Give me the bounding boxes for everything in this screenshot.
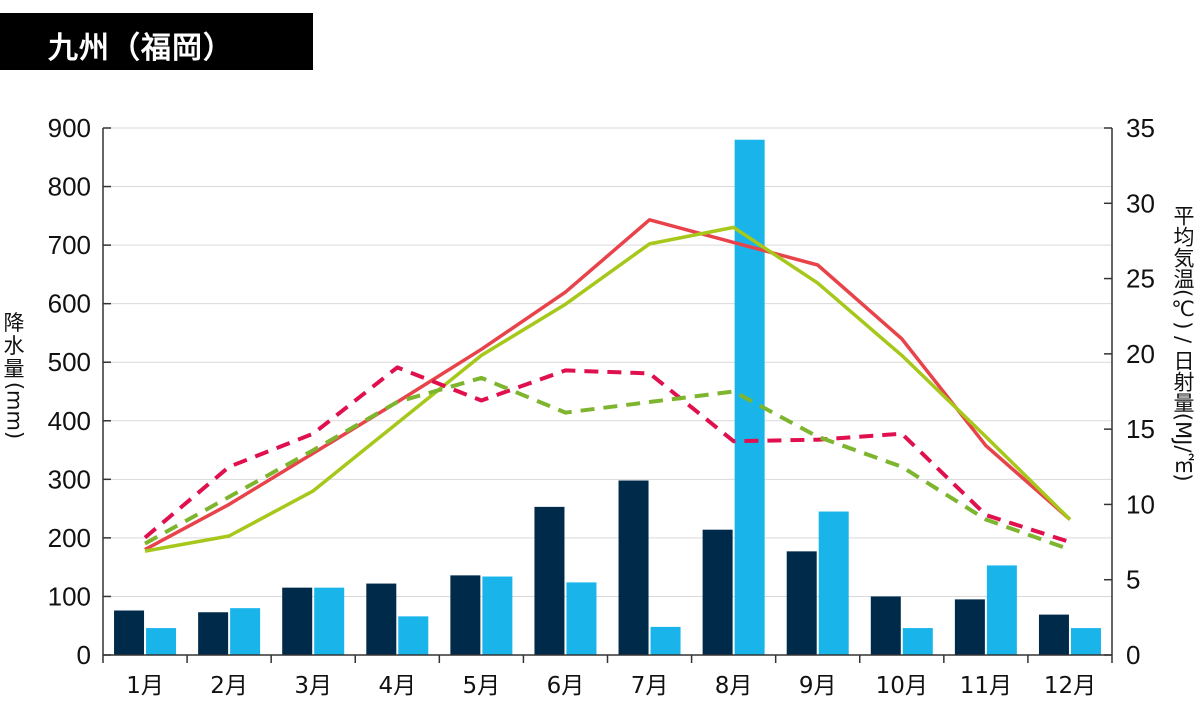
series-line-red-dashed — [143, 365, 1071, 545]
series-line-green-dashed — [144, 375, 1071, 552]
x-axis-tick-label: 11月 — [960, 673, 1012, 699]
x-axis-tick-label: 9月 — [799, 673, 837, 699]
bar-dark — [114, 610, 145, 655]
bar-light — [902, 628, 933, 655]
left-axis-title-char: 降 — [3, 311, 25, 335]
x-axis-tick-label: 1月 — [126, 673, 164, 699]
series-line-red-solid — [144, 218, 1072, 552]
x-axis-tick-label: 10月 — [876, 673, 928, 699]
bar-dark — [1038, 614, 1069, 655]
right-axis-tick-label: 20 — [1126, 339, 1155, 369]
bar-light — [230, 608, 261, 655]
bar-light — [566, 582, 597, 655]
right-axis-tick-label: 15 — [1126, 414, 1155, 444]
x-axis-tick-label: 5月 — [463, 673, 501, 699]
bar-light — [398, 616, 429, 655]
bar-dark — [618, 480, 649, 655]
x-axis-tick-label: 7月 — [631, 673, 669, 699]
right-axis-tick-label: 10 — [1126, 489, 1155, 519]
left-axis-tick-label: 500 — [48, 347, 91, 377]
left-axis-tick-label: 800 — [48, 172, 91, 202]
bar-dark — [198, 612, 229, 655]
bar-light — [818, 511, 849, 655]
x-axis-tick-label: 2月 — [210, 673, 248, 699]
left-axis-title: 降 水 量 (mm) — [1, 311, 27, 440]
x-axis-tick-label: 12月 — [1044, 673, 1096, 699]
bar-dark — [702, 529, 733, 655]
left-axis-tick-label: 600 — [48, 289, 91, 319]
right-axis-title: 平均気温(℃) / 日射量(MJ/㎡) — [1171, 205, 1195, 482]
left-axis-tick-label: 0 — [77, 640, 91, 670]
left-axis-title-char: 水 — [3, 334, 25, 358]
chart-title: 九州（福岡） — [48, 31, 234, 66]
bar-dark — [450, 575, 481, 655]
bar-dark — [534, 506, 565, 655]
right-axis-tick-label: 35 — [1126, 113, 1155, 143]
bar-dark — [282, 587, 313, 655]
x-axis-tick-label: 3月 — [294, 673, 332, 699]
left-axis-tick-label: 900 — [48, 113, 91, 143]
right-axis-tick-label: 0 — [1126, 640, 1140, 670]
left-axis-tick-label: 100 — [48, 581, 91, 611]
bar-light — [986, 565, 1017, 655]
bar-dark — [366, 583, 397, 655]
bar-light — [734, 139, 765, 655]
right-axis-tick-label: 25 — [1126, 264, 1155, 294]
bar-dark — [870, 596, 901, 655]
right-axis-tick-label: 30 — [1126, 188, 1155, 218]
left-axis-tick-label: 400 — [48, 406, 91, 436]
x-axis-tick-label: 4月 — [378, 673, 416, 699]
x-axis-tick-label: 6月 — [547, 673, 585, 699]
left-axis-title-char: 量 — [3, 357, 25, 381]
bar-light — [650, 626, 681, 655]
bar-light — [482, 576, 513, 655]
bar-dark — [954, 599, 985, 655]
title-banner: 九州（福岡） — [0, 13, 313, 70]
x-axis-tick-label: 8月 — [715, 673, 753, 699]
left-axis-tick-label: 200 — [48, 523, 91, 553]
left-axis-tick-label: 700 — [48, 230, 91, 260]
bar-dark — [786, 551, 817, 655]
left-axis-tick-label: 300 — [48, 464, 91, 494]
series-line-green-solid — [144, 225, 1072, 553]
bar-light — [146, 628, 177, 655]
bar-light — [314, 587, 345, 655]
bar-light — [1070, 628, 1101, 655]
right-axis-tick-label: 5 — [1126, 565, 1140, 595]
